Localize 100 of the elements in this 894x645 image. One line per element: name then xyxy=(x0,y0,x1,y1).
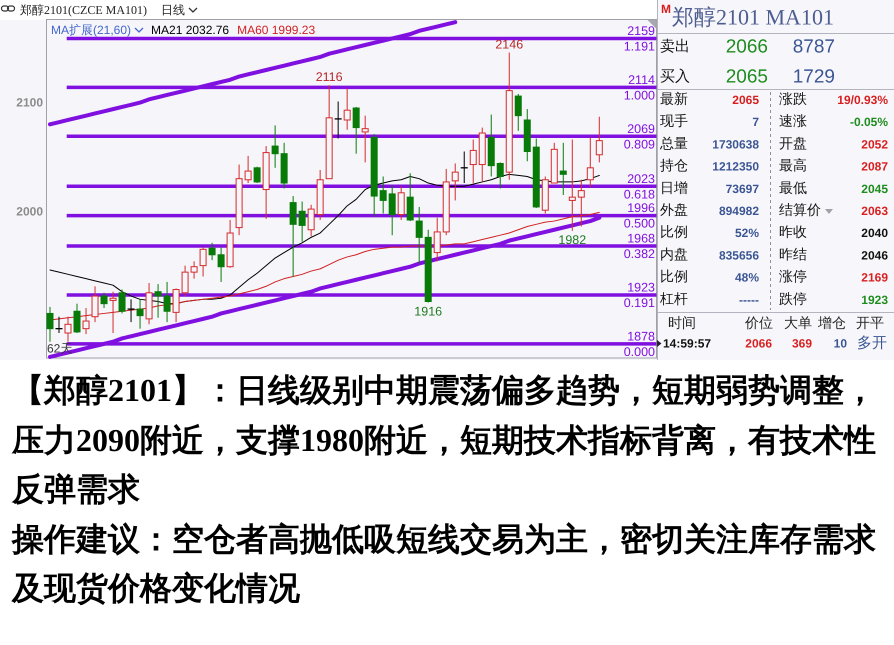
candlestick xyxy=(46,306,54,342)
text: 买入 xyxy=(660,68,690,85)
candlestick xyxy=(344,88,351,130)
text: 最低 xyxy=(779,180,807,196)
text: 持仓 xyxy=(660,158,688,174)
text: 14:59:57 xyxy=(663,336,712,350)
annotation: 2116 xyxy=(316,70,343,84)
text: 52% xyxy=(734,226,760,240)
text: MA60 1999.23 xyxy=(237,23,316,37)
y-tick-label: 2100 xyxy=(16,96,44,110)
chart-title: 郑醇2101(CZCE MA101) xyxy=(20,3,147,17)
text: 7 xyxy=(752,115,760,130)
legend-title: MA扩展(21,60) xyxy=(51,23,132,37)
text: 多开 xyxy=(857,334,887,352)
candlestick xyxy=(164,281,171,323)
text: 2040 xyxy=(861,226,888,240)
annotation: 0.000 xyxy=(624,344,656,359)
text: 894982 xyxy=(718,204,760,218)
text: 价位 xyxy=(744,316,773,332)
candlestick xyxy=(190,260,198,280)
candlestick xyxy=(308,204,315,237)
text: 比例 xyxy=(660,269,688,286)
text: 大单 xyxy=(784,316,812,332)
annotation: 0.382 xyxy=(624,247,656,262)
text: 2065 xyxy=(726,66,768,88)
candlestick xyxy=(470,139,477,184)
annotation: 0.500 xyxy=(624,216,656,231)
candlestick xyxy=(244,155,252,184)
text: 最高 xyxy=(779,158,807,174)
text: 开平 xyxy=(856,316,884,332)
candlestick xyxy=(388,184,396,236)
text: 1729 xyxy=(792,66,835,88)
annotation: 2159 xyxy=(627,24,656,38)
y-tick-label: 2000 xyxy=(16,204,44,218)
text: 2052 xyxy=(861,137,888,152)
annotation: 0.809 xyxy=(624,137,656,152)
text: 2063 xyxy=(861,204,888,218)
candlestick xyxy=(560,142,567,196)
annotation: 1996 xyxy=(627,201,656,216)
candlestick xyxy=(596,116,603,163)
text: 73697 xyxy=(726,182,760,196)
candlestick xyxy=(54,316,64,334)
candlestick xyxy=(218,246,225,282)
text: 卖出 xyxy=(660,38,690,55)
candlestick xyxy=(586,136,594,188)
text: -0.05% xyxy=(850,115,888,130)
text: 2169 xyxy=(861,270,888,285)
chart-subtitle: 日线 xyxy=(160,3,185,17)
candlestick xyxy=(406,172,414,222)
text: 外盘 xyxy=(660,202,688,218)
text: 日增 xyxy=(660,180,688,196)
text: 2066 xyxy=(745,336,772,350)
candlestick xyxy=(352,106,360,154)
annotation: 2114 xyxy=(628,72,656,87)
text: 昨收 xyxy=(779,224,807,241)
candlestick xyxy=(362,115,369,163)
text: 369 xyxy=(792,336,812,350)
candlestick xyxy=(434,217,441,262)
text: 内盘 xyxy=(660,246,688,263)
text: ----- xyxy=(739,292,759,307)
text: 速涨 xyxy=(779,114,807,130)
candlestick xyxy=(208,242,216,261)
text: 现手 xyxy=(660,114,688,130)
candlestick xyxy=(118,289,126,314)
text: 开盘 xyxy=(779,136,807,152)
annotation: 2069 xyxy=(627,122,656,136)
candlestick xyxy=(136,298,144,330)
candlestick xyxy=(398,186,405,220)
text: 增仓 xyxy=(817,316,846,332)
annotation: 0.618 xyxy=(624,187,656,202)
text: 比例 xyxy=(660,224,688,241)
text: 跌停 xyxy=(779,291,807,308)
annotation: 1878 xyxy=(627,329,656,344)
candlestick xyxy=(182,265,189,297)
annotation: 0.191 xyxy=(624,296,656,310)
candlestick xyxy=(254,166,261,184)
text: 结算价 xyxy=(779,202,821,218)
annotation: 2023 xyxy=(627,172,656,186)
text: 1923 xyxy=(861,292,888,307)
candlestick xyxy=(416,206,423,264)
annotation: 1982 xyxy=(558,232,586,247)
text: 8787 xyxy=(792,36,835,58)
text: 昨结 xyxy=(779,246,807,263)
text: 涨停 xyxy=(779,269,807,286)
candlestick xyxy=(380,176,387,214)
text: 郑醇2101 MA101 xyxy=(672,4,834,30)
text: 835656 xyxy=(718,248,760,262)
text: 杠杆 xyxy=(659,291,688,308)
text: 最新 xyxy=(660,92,688,108)
candlestick xyxy=(74,303,81,334)
text: 1730638 xyxy=(712,137,760,152)
candlestick xyxy=(514,93,522,132)
text: 【郑醇2101】：日线级别中期震荡偏多趋势，短期弱势调整，压力2090附近，支撑1980附近，短期技术指标背离，有技术性反弹需求 xyxy=(12,371,877,509)
text: 2045 xyxy=(861,182,888,196)
candlestick xyxy=(154,284,162,318)
candlestick xyxy=(496,162,504,189)
annotation: 1.191 xyxy=(624,39,656,54)
candlestick xyxy=(200,246,207,277)
text: 时间 xyxy=(668,316,696,332)
text: 1212350 xyxy=(712,160,760,174)
